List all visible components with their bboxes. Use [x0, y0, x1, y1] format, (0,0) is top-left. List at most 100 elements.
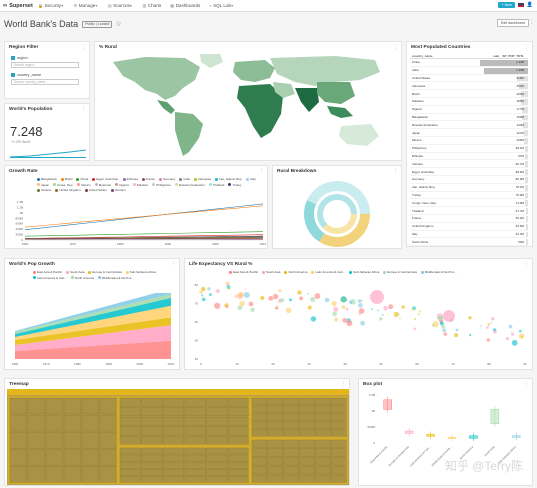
treemap-cell[interactable] [315, 397, 331, 405]
table-row[interactable]: Vietnam 90.7M [410, 160, 528, 169]
treemap-cell[interactable] [283, 429, 299, 437]
bubble-point[interactable] [225, 305, 229, 309]
bubble-point[interactable] [348, 300, 353, 305]
bubble-point[interactable] [520, 335, 524, 339]
treemap-cell[interactable] [251, 413, 267, 421]
legend-item[interactable]: Russian Federation [174, 183, 205, 187]
treemap-header[interactable] [7, 389, 349, 395]
treemap-group[interactable] [250, 396, 348, 438]
legend-item[interactable]: India [179, 177, 190, 181]
treemap-cell[interactable] [228, 436, 249, 445]
legend-item[interactable]: Germany [159, 177, 175, 181]
bubble-point[interactable] [370, 290, 384, 304]
legend-item[interactable]: United Kingdom [55, 188, 81, 192]
treemap-cell[interactable] [331, 457, 347, 466]
bubble-point[interactable] [272, 297, 275, 300]
bubble-point[interactable] [272, 293, 279, 300]
bubble-point[interactable] [381, 313, 384, 317]
treemap-cell[interactable] [184, 417, 206, 426]
treemap-cell[interactable] [141, 455, 163, 462]
bubble-point[interactable] [479, 324, 482, 328]
bubble-point[interactable] [213, 302, 221, 310]
table-row[interactable]: Thailand 67.7M [410, 207, 528, 215]
treemap-cell[interactable] [119, 407, 141, 416]
treemap-cell[interactable] [184, 447, 206, 454]
bubble-point[interactable] [201, 297, 206, 302]
table-row[interactable]: France 66.2M [410, 215, 528, 223]
treemap-cell[interactable] [331, 475, 347, 483]
treemap-cell[interactable] [299, 457, 315, 466]
user-icon[interactable]: 👤 [526, 2, 533, 8]
treemap-cell[interactable] [184, 462, 206, 469]
treemap-cell[interactable] [163, 447, 184, 454]
treemap-cell[interactable] [27, 466, 45, 483]
treemap-cell[interactable] [228, 476, 249, 483]
treemap-group[interactable] [8, 396, 118, 484]
bubble-point[interactable] [357, 302, 363, 308]
treemap-cell[interactable] [119, 447, 141, 454]
treemap-cell[interactable] [206, 469, 228, 476]
favorite-star-icon[interactable]: ☆ [115, 21, 122, 28]
treemap-cell[interactable] [283, 466, 299, 474]
treemap-cell[interactable] [99, 449, 117, 466]
treemap-cell[interactable] [184, 397, 206, 407]
bubble-point[interactable] [413, 327, 417, 331]
treemap-cell[interactable] [184, 436, 206, 445]
box-rect[interactable] [469, 435, 478, 439]
treemap-cell[interactable] [315, 429, 331, 437]
treemap-cell[interactable] [228, 447, 249, 454]
table-row[interactable]: United States 318M [410, 75, 528, 83]
treemap-cell[interactable] [81, 432, 99, 449]
col-country-header[interactable]: country_name [412, 53, 433, 58]
bubble-point[interactable] [468, 333, 472, 337]
panel-menu-icon[interactable]: ⋮ [81, 106, 86, 112]
treemap-cell[interactable] [63, 449, 81, 466]
box-rect[interactable] [490, 409, 500, 425]
legend-item[interactable]: Iran, Islamic Rep. [214, 177, 242, 181]
legend-item[interactable]: South Asia [262, 270, 280, 274]
bubble-point[interactable] [288, 298, 293, 302]
area-series[interactable] [15, 340, 171, 359]
treemap-cell[interactable] [299, 421, 315, 429]
treemap-cell[interactable] [283, 421, 299, 429]
treemap-cell[interactable] [283, 397, 299, 405]
panel-menu-icon[interactable]: ⋮ [393, 44, 398, 50]
legend-item[interactable]: Mexico [77, 183, 91, 187]
legend-item[interactable]: North America [284, 270, 307, 274]
treemap-cell[interactable] [27, 415, 45, 432]
bubble-point[interactable] [244, 288, 247, 291]
treemap-cell[interactable] [228, 426, 249, 436]
treemap-cell[interactable] [331, 439, 347, 448]
treemap-cell[interactable] [315, 475, 331, 483]
treemap-cell[interactable] [228, 397, 249, 407]
treemap-cell[interactable] [299, 448, 315, 457]
bubble-point[interactable] [510, 332, 515, 337]
table-row[interactable]: Congo, Dem. Rep. 74.9M [410, 199, 528, 208]
col-pop-header[interactable]: sum__SP_POP_TOTL [493, 53, 524, 58]
panel-menu-icon[interactable]: ⋮ [524, 44, 529, 50]
treemap-cell[interactable] [267, 439, 283, 448]
dashboard-title[interactable]: World Bank's Data [4, 19, 79, 29]
bubble-point[interactable] [397, 313, 400, 316]
bubble-point[interactable] [331, 300, 338, 307]
bubble-point[interactable] [511, 339, 518, 347]
treemap-cell[interactable] [251, 405, 267, 413]
treemap-cell[interactable] [9, 466, 27, 483]
treemap-cell[interactable] [184, 426, 206, 436]
bubble-point[interactable] [243, 291, 251, 299]
bubble-point[interactable] [297, 290, 302, 296]
nav-sqllab[interactable]: ⌕ SQL Lab ▾ [209, 3, 234, 8]
treemap-cell[interactable] [251, 457, 267, 466]
treemap-cell[interactable] [27, 432, 45, 449]
legend-item[interactable]: Italy [246, 177, 256, 181]
bubble-point[interactable] [199, 290, 204, 295]
bubble-point[interactable] [314, 293, 321, 300]
treemap-cell[interactable] [299, 439, 315, 448]
treemap-cell[interactable] [141, 426, 163, 436]
treemap-cell[interactable] [27, 449, 45, 466]
treemap-cell[interactable] [81, 449, 99, 466]
bubble-point[interactable] [310, 296, 316, 303]
legend-item[interactable]: East Asia & Pacific [229, 270, 258, 274]
table-row[interactable]: Bangladesh 159M [410, 114, 528, 122]
edit-dashboard-button[interactable]: Edit dashboard [496, 19, 529, 27]
